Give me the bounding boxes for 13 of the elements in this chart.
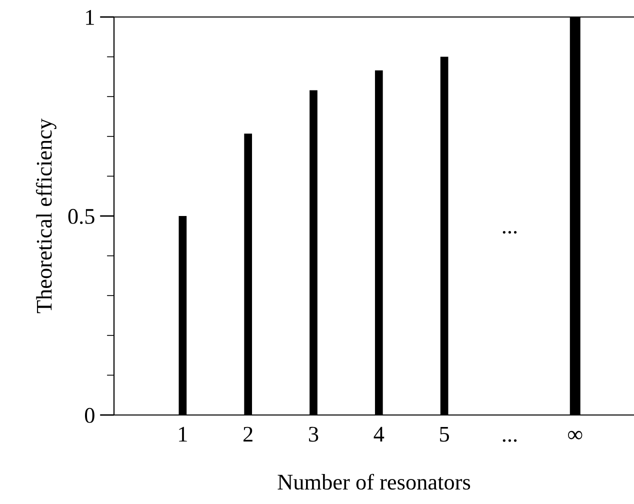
x-tick-label: 4 (374, 426, 384, 442)
y-tick-label: 1 (86, 10, 94, 25)
x-axis-title: Number of resonators (278, 474, 470, 490)
x-tick-label: 3 (309, 426, 318, 442)
y-tick-label: 0 (84, 408, 94, 423)
x-tick-label: 5 (440, 426, 449, 442)
x-tick-label: 1 (179, 426, 187, 442)
annotation: ... (502, 230, 517, 234)
x-tick-label: ∞ (568, 430, 582, 440)
y-tick-label: 0.5 (68, 208, 94, 224)
x-tick-label: ... (502, 439, 517, 442)
y-axis-title: Theoretical efficiency (36, 118, 56, 314)
x-tick-label: 2 (244, 426, 252, 442)
